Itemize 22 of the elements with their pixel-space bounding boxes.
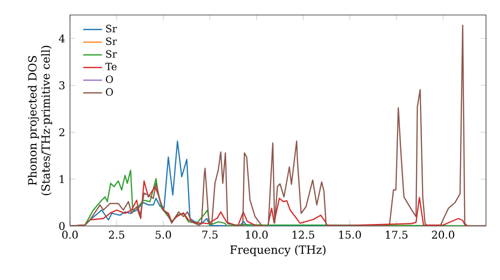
- x-tick-label: 10.0: [246, 230, 268, 239]
- x-tick-label: 0.0: [62, 230, 78, 239]
- x-tick-label: 17.5: [386, 230, 408, 239]
- x-tick-label: 15.0: [339, 230, 361, 239]
- y-tick-label: 1: [60, 175, 64, 184]
- legend-label: Sr: [106, 50, 117, 58]
- x-tick-label: 2.5: [108, 230, 124, 239]
- legend-label: Sr: [106, 38, 117, 46]
- y-tick-label: 0: [59, 222, 65, 230]
- x-tick-label: 7.5: [202, 230, 218, 239]
- y-tick-label: 3: [59, 81, 65, 90]
- x-tick-label: 5.0: [156, 230, 172, 239]
- legend-label: O: [106, 88, 113, 96]
- x-tick-label: 12.5: [292, 230, 314, 239]
- x-axis-title: Frequency (THz): [230, 245, 326, 256]
- y-axis-title: Phonon projected DOS (States/THz·primitive cell): [28, 46, 52, 196]
- legend-label: Te: [105, 62, 117, 70]
- legend-label: O: [106, 75, 113, 84]
- y-tick-label: 2: [59, 128, 64, 136]
- legend-label: Sr: [106, 24, 117, 32]
- x-tick-label: 20.0: [432, 230, 454, 239]
- y-tick-label: 4: [58, 34, 65, 42]
